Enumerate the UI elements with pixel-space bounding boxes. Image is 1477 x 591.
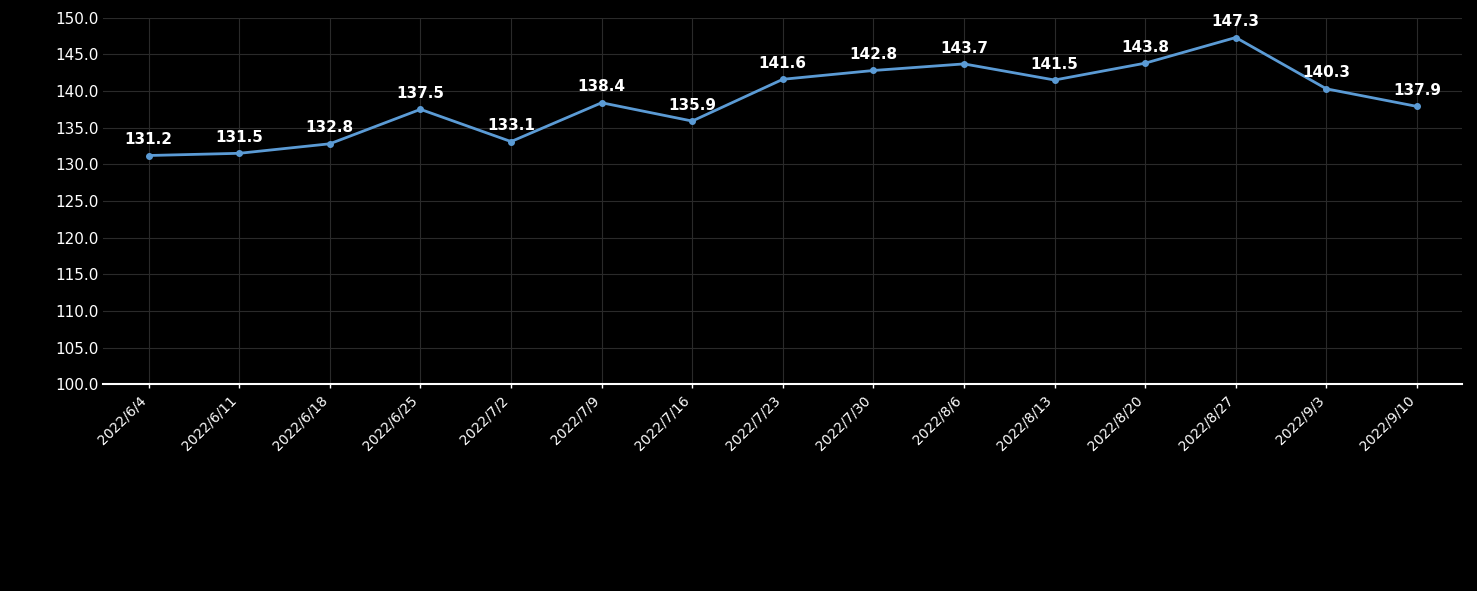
Text: 137.5: 137.5 [396,86,445,101]
Text: 140.3: 140.3 [1303,66,1350,80]
Text: 142.8: 142.8 [849,47,898,62]
Text: 147.3: 147.3 [1211,14,1260,29]
Text: 133.1: 133.1 [487,118,535,133]
Text: 132.8: 132.8 [306,121,354,135]
Text: 141.6: 141.6 [759,56,806,71]
Text: 131.2: 131.2 [124,132,173,147]
Text: 138.4: 138.4 [578,79,626,95]
Text: 137.9: 137.9 [1393,83,1442,98]
Text: 135.9: 135.9 [668,98,716,113]
Text: 143.8: 143.8 [1121,40,1170,55]
Text: 131.5: 131.5 [216,130,263,145]
Text: 141.5: 141.5 [1031,57,1078,72]
Text: 143.7: 143.7 [939,41,988,56]
